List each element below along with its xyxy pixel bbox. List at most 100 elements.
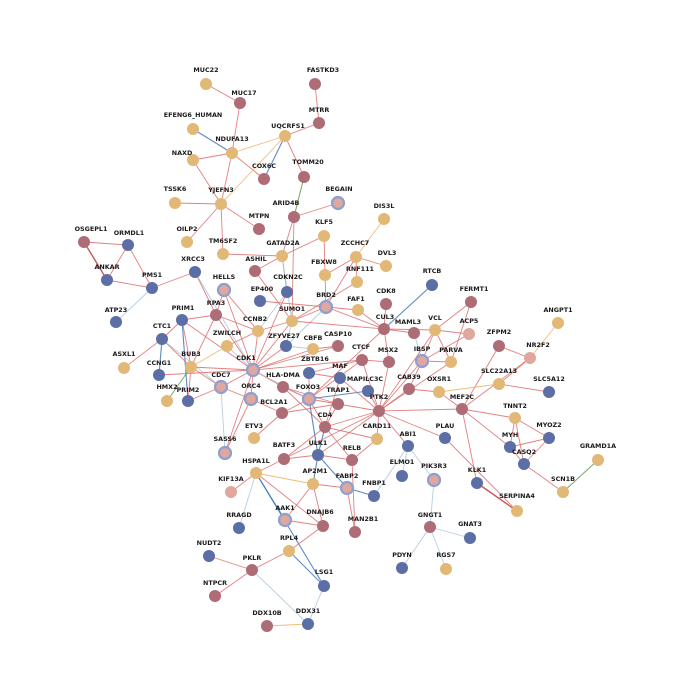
node-circle[interactable] xyxy=(414,353,430,369)
node-circle[interactable] xyxy=(276,250,288,262)
node-circle[interactable] xyxy=(280,340,292,352)
node-zfpm2[interactable]: ZFPM2 xyxy=(487,328,512,352)
node-ibsp[interactable]: IBSP xyxy=(414,345,431,369)
node-tomm20[interactable]: TOMM20 xyxy=(292,158,324,183)
node-circle[interactable] xyxy=(371,433,383,445)
node-slc22a13[interactable]: SLC22A13 xyxy=(481,367,517,390)
node-circle[interactable] xyxy=(246,564,258,576)
node-asxl1[interactable]: ASXL1 xyxy=(113,350,136,374)
node-ashil[interactable]: ASHIL xyxy=(245,255,267,277)
node-circle[interactable] xyxy=(402,440,414,452)
node-cdc7[interactable]: CDC7 xyxy=(211,371,231,395)
node-circle[interactable] xyxy=(317,520,329,532)
node-bub3[interactable]: BUB3 xyxy=(181,350,201,373)
node-circle[interactable] xyxy=(330,195,346,211)
node-circle[interactable] xyxy=(250,467,262,479)
node-circle[interactable] xyxy=(187,123,199,135)
node-circle[interactable] xyxy=(350,251,362,263)
node-uqcrfs1[interactable]: UQCRFS1 xyxy=(271,122,305,142)
node-naxd[interactable]: NAXD xyxy=(172,149,199,166)
node-batf3[interactable]: BATF3 xyxy=(273,441,296,465)
node-circle[interactable] xyxy=(185,361,197,373)
node-yjefn3[interactable]: YJEFN3 xyxy=(207,186,234,210)
node-kif13a[interactable]: KIF13A xyxy=(218,475,244,498)
node-hspa1l[interactable]: HSPA1L xyxy=(242,457,270,479)
node-fastkd3[interactable]: FASTKD3 xyxy=(307,66,339,90)
node-circle[interactable] xyxy=(445,356,457,368)
node-xrcc3[interactable]: XRCC3 xyxy=(181,255,205,278)
node-circle[interactable] xyxy=(334,372,346,384)
node-circle[interactable] xyxy=(302,618,314,630)
node-klk1[interactable]: KLK1 xyxy=(468,466,486,489)
node-tnnt2[interactable]: TNNT2 xyxy=(503,402,527,424)
node-circle[interactable] xyxy=(511,505,523,517)
node-card11[interactable]: CARD11 xyxy=(363,422,392,445)
node-circle[interactable] xyxy=(122,239,134,251)
node-myh[interactable]: MYH xyxy=(502,431,518,453)
node-pdyn[interactable]: PDYN xyxy=(392,551,412,574)
node-circle[interactable] xyxy=(433,386,445,398)
node-circle[interactable] xyxy=(298,171,310,183)
node-circle[interactable] xyxy=(234,97,246,109)
node-circle[interactable] xyxy=(217,248,229,260)
node-circle[interactable] xyxy=(277,512,293,528)
node-cdkn2c[interactable]: CDKN2C xyxy=(273,273,303,298)
node-circle[interactable] xyxy=(245,362,261,378)
node-circle[interactable] xyxy=(592,454,604,466)
node-circle[interactable] xyxy=(249,265,261,277)
node-circle[interactable] xyxy=(78,236,90,248)
node-casq2[interactable]: CASQ2 xyxy=(512,448,536,470)
node-casp10[interactable]: CASP10 xyxy=(324,330,352,352)
node-circle[interactable] xyxy=(426,472,442,488)
node-circle[interactable] xyxy=(303,367,315,379)
node-atp23[interactable]: ATP23 xyxy=(105,306,127,328)
node-circle[interactable] xyxy=(383,356,395,368)
node-circle[interactable] xyxy=(309,78,321,90)
node-rpl4[interactable]: RPL4 xyxy=(280,534,299,557)
node-circle[interactable] xyxy=(215,198,227,210)
node-circle[interactable] xyxy=(209,590,221,602)
node-circle[interactable] xyxy=(318,230,330,242)
node-begain[interactable]: BEGAIN xyxy=(325,185,353,211)
node-circle[interactable] xyxy=(518,458,530,470)
node-circle[interactable] xyxy=(217,445,233,461)
node-circle[interactable] xyxy=(253,223,265,235)
node-circle[interactable] xyxy=(504,441,516,453)
node-bcl2a1[interactable]: BCL2A1 xyxy=(260,398,288,419)
node-circle[interactable] xyxy=(318,580,330,592)
node-circle[interactable] xyxy=(319,269,331,281)
node-circle[interactable] xyxy=(118,362,130,374)
node-circle[interactable] xyxy=(543,432,555,444)
node-aak1[interactable]: AAK1 xyxy=(275,504,295,528)
node-zfyve27[interactable]: ZFYVE27 xyxy=(268,332,300,352)
node-elmo1[interactable]: ELMO1 xyxy=(390,458,415,482)
node-ankar[interactable]: ANKAR xyxy=(94,263,120,286)
node-cdk1[interactable]: CDK1 xyxy=(236,354,261,378)
node-circle[interactable] xyxy=(403,383,415,395)
node-circle[interactable] xyxy=(362,385,374,397)
node-circle[interactable] xyxy=(380,260,392,272)
node-circle[interactable] xyxy=(408,327,420,339)
node-circle[interactable] xyxy=(312,449,324,461)
node-tm6sf2[interactable]: TM6SF2 xyxy=(209,237,238,260)
node-circle[interactable] xyxy=(189,266,201,278)
node-pklr[interactable]: PKLR xyxy=(243,554,262,576)
node-cdk8[interactable]: CDK8 xyxy=(376,287,396,310)
node-cox6c[interactable]: COX6C xyxy=(252,162,276,185)
node-circle[interactable] xyxy=(524,352,536,364)
node-circle[interactable] xyxy=(380,298,392,310)
node-circle[interactable] xyxy=(277,381,289,393)
node-circle[interactable] xyxy=(243,391,259,407)
node-circle[interactable] xyxy=(396,562,408,574)
node-circle[interactable] xyxy=(456,403,468,415)
node-circle[interactable] xyxy=(254,295,266,307)
node-circle[interactable] xyxy=(463,328,475,340)
node-trap1[interactable]: TRAP1 xyxy=(326,386,350,410)
node-gngt1[interactable]: GNGT1 xyxy=(418,511,443,533)
node-circle[interactable] xyxy=(307,478,319,490)
node-cd4[interactable]: CD4 xyxy=(318,411,333,433)
node-circle[interactable] xyxy=(110,316,122,328)
node-circle[interactable] xyxy=(261,620,273,632)
node-circle[interactable] xyxy=(182,395,194,407)
node-sumo1[interactable]: SUMO1 xyxy=(279,305,305,327)
